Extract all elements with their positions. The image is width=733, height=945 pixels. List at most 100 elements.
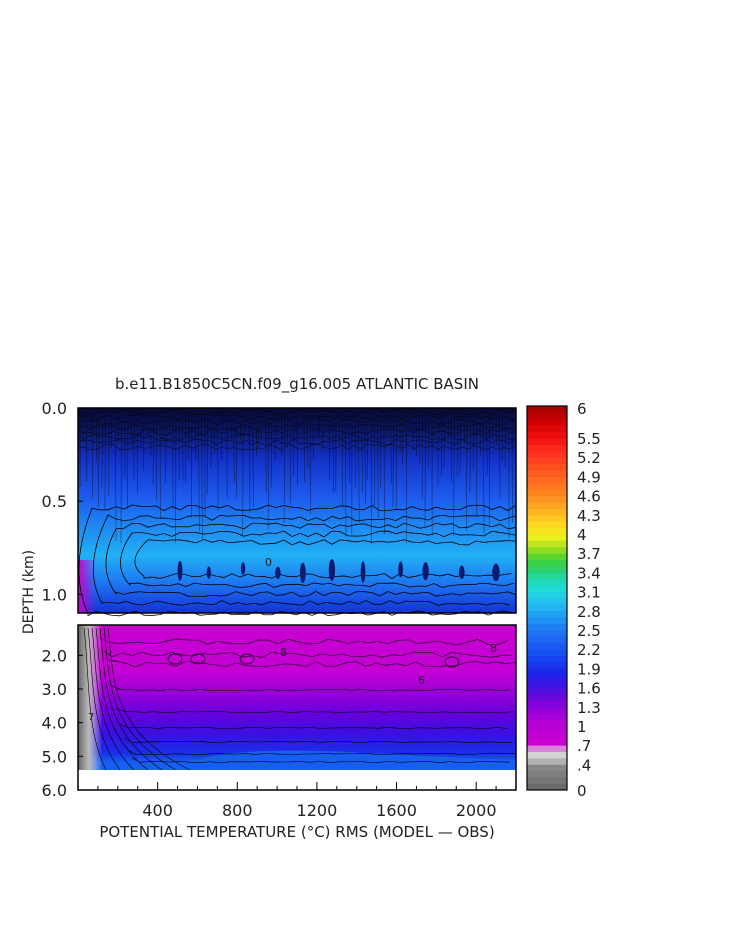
colorbar-band [527,687,567,695]
colorbar-band [527,559,567,567]
contour-line [491,407,494,439]
contour-label: 7 [88,712,94,723]
contour-line [267,407,270,530]
contour-line [127,749,517,756]
y-axis-lower: 2.0 3.0 4.0 5.0 6.0 [42,646,83,800]
colorbar-band [527,463,567,471]
contour-line [110,407,113,450]
colorbar-label: 2.5 [577,622,601,640]
contour-line [150,407,152,457]
contour-line [290,407,292,503]
contour-line [424,407,426,528]
contour-line [140,407,142,447]
contour-line [95,627,149,771]
colorbar-band [527,655,567,663]
contour-line [318,407,321,438]
contour-line [293,407,295,477]
lower-contours [83,627,517,771]
contour-line [119,723,509,730]
lower-panel-blank-band [78,770,516,790]
contour-line [77,413,517,421]
colorbar-band [527,738,567,746]
colorbar-band [527,438,567,445]
colorbar-band [527,482,567,490]
colorbar-band [527,649,567,656]
colorbar-label: 5.5 [577,430,601,448]
colorbar-band [527,534,567,541]
y-tick-label: 0.5 [42,492,67,511]
lower-panel: 8 8 6 7 [77,624,517,791]
contour-line [77,438,517,446]
colorbar-label: 2.8 [577,603,601,621]
contour-feature [398,561,403,578]
contour-label: 0 [265,556,272,569]
colorbar-band [527,566,567,573]
colorbar-band [527,764,567,772]
colorbar-band [527,540,567,548]
chart-title: b.e11.B1850C5CN.f09_g16.005 ATLANTIC BAS… [115,375,479,394]
colorbar-band [527,489,567,496]
x-axis-label: POTENTIAL TEMPERATURE (°C) RMS (MODEL — … [99,823,494,841]
upper-panel-frame [77,407,517,614]
contour-feature [206,566,211,579]
colorbar-label: 2.2 [577,641,601,659]
contour-line [201,407,203,540]
contour-line [252,407,254,508]
x-tick-label: 1200 [297,801,338,820]
upper-panel-left-edge [78,560,96,613]
contour-feature [422,562,429,581]
contour-line [103,627,177,771]
colorbar-band [527,770,567,778]
colorbar-band [527,719,567,727]
contour-line [453,407,455,537]
contour-feature [167,653,183,665]
y-tick-label: 4.0 [42,714,67,733]
contour-label: 8 [280,646,287,659]
contour-feature [458,565,465,579]
colorbar-label: 4 [577,526,587,544]
colorbar-band [527,636,567,644]
contour-line [270,407,273,488]
colorbar-band [527,783,567,791]
colorbar-label: 1.6 [577,680,601,698]
colorbar-band [527,726,567,733]
contour-line [257,407,260,449]
contour-line [482,407,485,535]
x-tick-label: 800 [222,801,253,820]
colorbar-label: 3.1 [577,584,601,602]
colorbar-label: 3.7 [577,545,601,563]
contour-feature [492,563,500,582]
contour-feature [299,562,306,583]
contour-line [131,757,511,764]
contour-line [101,407,103,488]
contour-line [358,407,360,523]
contour-line [99,637,509,646]
colorbar-band [527,578,567,586]
contour-line [230,407,232,439]
colorbar-frame [526,405,568,791]
contour-line [77,428,517,436]
colorbar-band [527,617,567,624]
x-tick-label: 1600 [376,801,417,820]
colorbar-band [527,700,567,708]
contour-line [77,418,517,426]
colorbar-band [527,674,567,682]
colorbar-band [527,412,567,420]
contour-line [332,407,334,493]
contour-line [77,443,517,451]
upper-panel: 0 [77,407,517,617]
colorbar-band [527,514,567,522]
colorbar-band [527,751,567,759]
colorbar-band [527,706,567,714]
contour-line [392,407,394,508]
contour-line [239,407,241,444]
colorbar-band [527,630,567,637]
contour-line [486,407,488,474]
contour-line [105,522,517,597]
colorbar-band [527,418,567,426]
colorbar-band [527,546,567,554]
colorbar-band [527,553,567,560]
colorbar-label: 4.6 [577,488,601,506]
colorbar-band [527,444,567,452]
